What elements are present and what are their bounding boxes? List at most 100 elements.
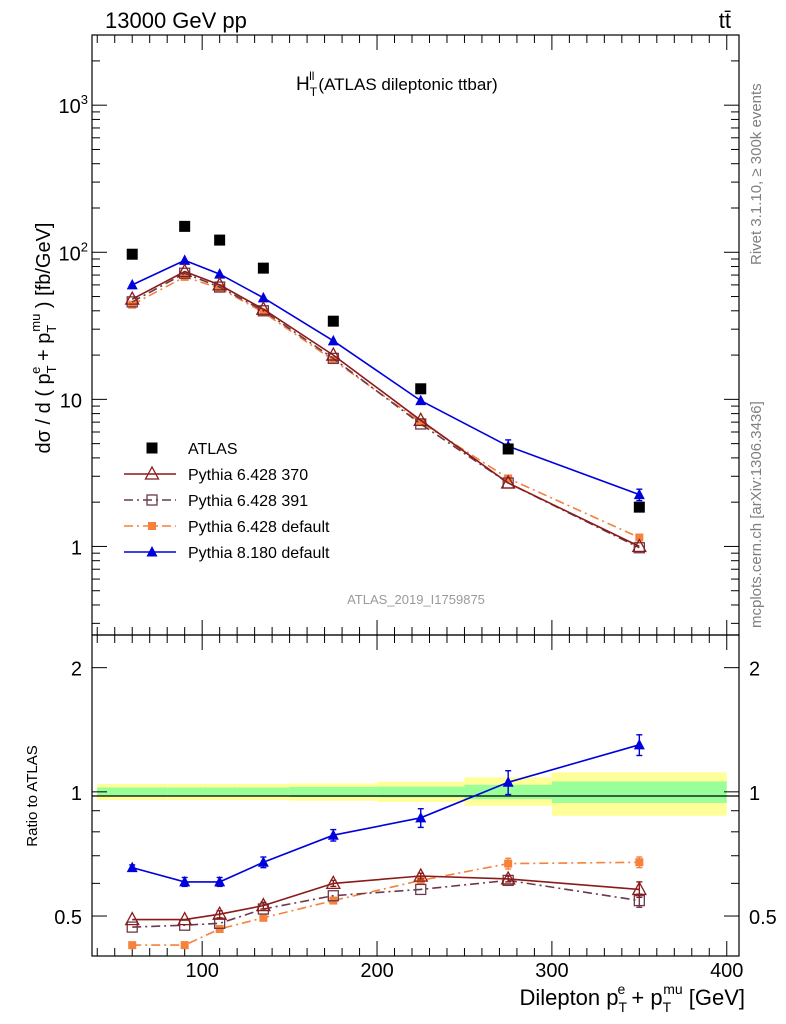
ratio-data-point: [214, 875, 226, 887]
main-data-point: [635, 533, 644, 542]
main-series-atlas: [126, 220, 645, 513]
main-data-point: [124, 290, 140, 305]
title-rest: (ATLAS dileptonic ttbar): [318, 75, 497, 94]
xlabel-sub1: T: [619, 999, 628, 1015]
main-data-point: [327, 315, 339, 327]
title-sup: ll: [309, 69, 314, 83]
x-tick-label: 200: [360, 960, 393, 982]
main-data-point: [257, 262, 269, 274]
main-data-point: [214, 268, 226, 279]
ratio-stat-band: [377, 786, 465, 798]
legend-entry: Pythia 8.180 default: [124, 545, 330, 562]
legend: ATLAS Pythia 6.428 370 Pythia 6.428 391 Pyt…: [124, 441, 330, 562]
ratio-y-tick-label: 1: [71, 783, 82, 805]
xlabel-unit: [GeV]: [683, 985, 745, 1010]
main-data-point: [413, 411, 429, 426]
mcplots-label: mcplots.cern.ch [arXiv:1306.3436]: [748, 401, 765, 628]
legend-entry: Pythia 6.428 default: [124, 519, 330, 536]
main-series-pythia-6-428-391: [126, 267, 645, 554]
ratio-data-point: [255, 897, 271, 912]
main-data-point: [255, 300, 271, 315]
ratio-series-pythia-6-428-370: [124, 867, 647, 926]
ratio-data-point: [128, 941, 137, 950]
ratio-data-point: [179, 875, 191, 887]
ratio-stat-band: [202, 787, 238, 797]
main-data-point: [179, 220, 191, 232]
main-data-point: [215, 284, 224, 293]
main-series-pythia-6-428-370: [124, 263, 647, 553]
ratio-series-pythia-6-428-default: [128, 856, 644, 950]
main-data-point: [214, 234, 226, 246]
main-data-point: [212, 276, 228, 291]
main-data-point: [325, 346, 341, 361]
plot-title: HTll (ATLAS dileptonic ttbar): [296, 69, 498, 99]
ratio-y-axis-label: Ratio to ATLAS: [24, 745, 41, 846]
main-y-axis-label: dσ / d ( pTe + pTmu ) [fb/GeV]: [28, 223, 59, 454]
ratio-data-point: [180, 941, 189, 950]
ratio-stat-band: [237, 787, 290, 797]
legend-entry: Pythia 6.428 370: [124, 465, 308, 484]
ratio-series-line: [132, 879, 640, 928]
ratio-data-point: [415, 811, 427, 823]
ratio-data-point: [257, 856, 269, 867]
ratio-uncertainty-bands: [97, 772, 727, 816]
xlabel-sub2: T: [663, 999, 672, 1015]
ratio-data-point: [124, 911, 140, 926]
ratio-data-point: [504, 859, 513, 868]
ratio-data-point: [126, 921, 138, 933]
legend-marker: [148, 522, 156, 530]
main-data-point: [259, 308, 268, 317]
legend-marker: [146, 546, 158, 557]
ratio-data-point: [259, 913, 268, 922]
ratio-data-point: [177, 911, 193, 926]
legend-marker: [144, 465, 160, 480]
ratio-data-point: [635, 858, 644, 867]
legend-marker: [146, 494, 158, 506]
main-y-tick-label: 1: [71, 537, 82, 559]
ratio-data-point: [631, 881, 647, 896]
main-data-point: [327, 334, 339, 346]
main-series-line: [131, 259, 640, 496]
x-tick-label: 400: [710, 960, 743, 982]
ratio-data-point: [633, 738, 645, 750]
ratio-data-point: [415, 883, 427, 896]
ratio-y-tick-label: 0.5: [54, 907, 82, 929]
x-axis-label: Dilepton pTe + pTmu [GeV]: [519, 981, 745, 1015]
x-tick-label: 100: [185, 960, 218, 982]
main-series-line: [131, 270, 640, 548]
legend-label: Pythia 6.428 391: [188, 493, 308, 510]
main-data-point: [177, 263, 193, 278]
main-data-point: [257, 291, 269, 303]
x-tick-label: 300: [535, 960, 568, 982]
main-y-tick-label: 103: [59, 92, 88, 118]
ratio-y-tick-label-right: 1: [749, 783, 760, 805]
main-y-tick-label: 102: [59, 239, 88, 265]
process-label: tt̄: [719, 8, 731, 33]
title-main: H: [296, 74, 310, 95]
ratio-plot-panel: 0.5 0.5 1 1 2 2 100 200 300 400 Ratio to ATLAS Di…: [24, 634, 777, 1015]
main-data-point: [633, 488, 645, 500]
rivet-label: Rivet 3.1.10, ≥ 300k events: [748, 83, 765, 265]
main-data-point: [416, 418, 425, 427]
main-data-point: [631, 538, 647, 553]
main-data-point: [415, 394, 427, 406]
main-data-point: [179, 254, 191, 265]
ratio-data-point: [327, 829, 339, 840]
legend-label: Pythia 6.428 370: [188, 467, 308, 484]
ratio-series-pythia-8-180-default: [126, 734, 645, 888]
xlabel-main: Dilepton p: [519, 985, 618, 1010]
ratio-series-line: [132, 875, 640, 921]
legend-label: Pythia 8.180 default: [188, 545, 330, 562]
main-axis-ticks: 1 10 102 103: [59, 34, 739, 635]
ratio-y-tick-label: 2: [71, 659, 82, 681]
ratio-data-point: [327, 890, 339, 902]
main-data-point: [502, 443, 514, 455]
ratio-stat-band: [97, 787, 168, 797]
xlabel-sup2: mu: [663, 981, 682, 997]
ratio-data-point: [413, 867, 429, 882]
legend-marker: [146, 442, 158, 454]
main-data-series: [124, 220, 647, 554]
legend-entry: Pythia 6.428 391: [124, 493, 308, 510]
ratio-y-tick-label-right: 2: [749, 659, 760, 681]
main-series-line: [131, 276, 640, 539]
